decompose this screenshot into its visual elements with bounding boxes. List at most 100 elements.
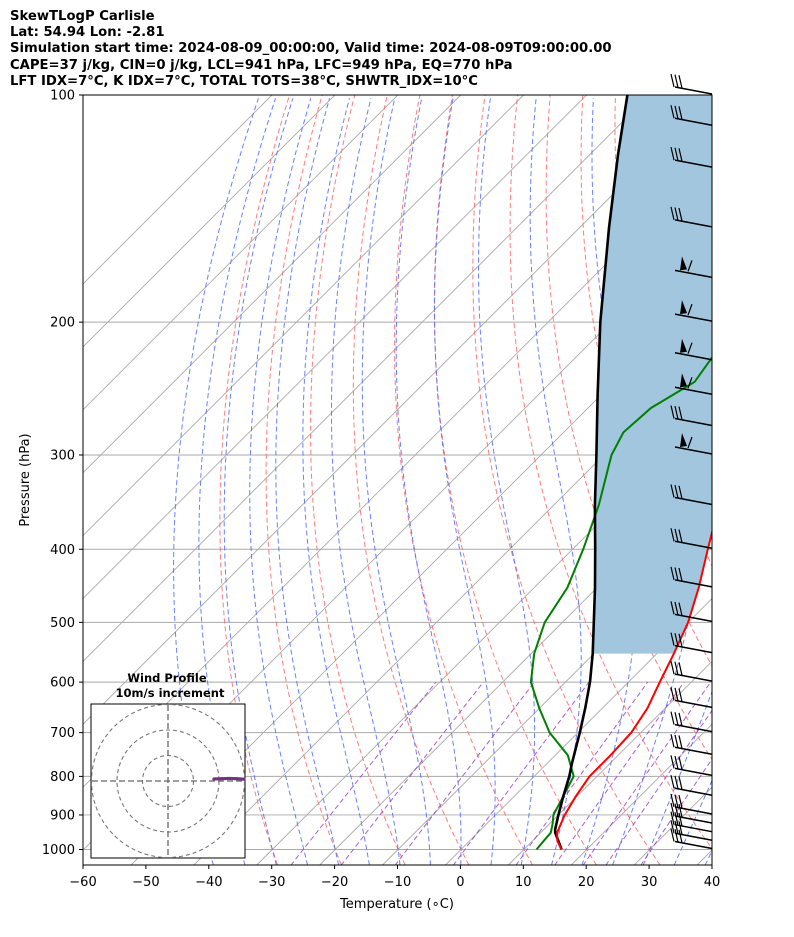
wind-barb-staff	[674, 417, 713, 427]
wind-barb-feather	[674, 633, 679, 647]
mixing-ratio-line	[515, 681, 649, 865]
hodograph-ring	[90, 703, 246, 859]
x-tick-label: −20	[321, 875, 348, 890]
wind-barb-feather	[678, 756, 683, 770]
mixing-ratio-line	[605, 709, 712, 865]
moist-adiabat	[223, 98, 294, 865]
wind-barb-staff	[674, 219, 713, 228]
hodograph-inset: Wind Profile 10m/s increment	[90, 671, 246, 859]
wind-barb-feather	[670, 734, 675, 748]
wind-barb-flag	[680, 432, 687, 447]
hodograph-trace	[235, 777, 246, 781]
index-text: LFT IDX=7°C, K IDX=7°C, TOTAL TOTS=38°C,…	[10, 73, 478, 89]
wind-barb-flag	[680, 300, 687, 315]
location-text: Lat: 54.94 Lon: -2.81	[10, 25, 165, 41]
dry-adiabat	[746, 95, 794, 865]
wind-barb	[670, 660, 713, 682]
wind-barb-flag	[680, 338, 687, 353]
wind-barb-feather	[670, 73, 675, 88]
wind-barb-staff	[674, 159, 713, 168]
wind-barb-staff	[674, 386, 713, 395]
dry-adiabat	[545, 95, 712, 761]
wind-barb-feather	[678, 829, 683, 843]
wind-barb-feather	[674, 601, 679, 616]
dry-adiabat	[352, 95, 470, 865]
wind-barb	[670, 146, 713, 168]
wind-barb-feather	[670, 775, 675, 789]
wind-barb-feather	[678, 821, 683, 835]
isotherm-line	[83, 95, 712, 725]
wind-barb-flag	[680, 373, 687, 388]
wind-barb-feather	[670, 793, 675, 808]
wind-barb-feather	[674, 147, 679, 161]
wind-barb-staff	[674, 767, 713, 777]
wind-barb-feather	[670, 828, 675, 842]
isotherm-line	[570, 723, 712, 865]
mixing-ratio-line	[452, 681, 590, 865]
dewpoint-line	[529, 355, 712, 851]
wind-barb-feather	[670, 802, 675, 817]
wind-barb-feather	[678, 485, 683, 499]
x-tick-label: 30	[641, 875, 658, 890]
wind-barb-staff	[674, 673, 713, 682]
wind-barb-feather	[678, 406, 683, 420]
wind-barb-feather	[678, 804, 683, 818]
wind-barb	[670, 632, 713, 654]
y-tick-label: 800	[50, 770, 75, 785]
wind-barb-feather	[670, 105, 675, 119]
wind-barb	[670, 820, 713, 841]
x-tick-label: −30	[258, 875, 285, 890]
wind-barb-staff	[674, 540, 713, 549]
wind-barb-staff	[674, 496, 713, 506]
x-tick-label: −10	[384, 875, 411, 890]
wind-barb-feather	[678, 812, 683, 827]
wind-barb	[674, 256, 713, 279]
isotherm-line	[193, 346, 712, 865]
isotherm-line	[508, 660, 712, 865]
wind-barb	[670, 687, 713, 709]
wind-barb-feather	[674, 820, 679, 834]
wind-barb-feather	[674, 794, 679, 808]
wind-barb	[674, 338, 713, 361]
wind-barb-staff	[674, 446, 713, 455]
dry-adiabat	[509, 95, 712, 850]
wind-barb-feather	[687, 377, 693, 389]
isotherm-line	[130, 283, 712, 865]
wind-barb-feather	[670, 820, 675, 834]
wind-barb-feather	[674, 567, 679, 581]
hodograph-plot	[90, 703, 246, 859]
wind-barb-feather	[687, 303, 693, 316]
wind-barb-staff	[674, 117, 713, 126]
wind-barb	[670, 484, 713, 506]
moist-adiabat	[331, 98, 401, 865]
dry-adiabat	[778, 95, 794, 865]
moist-adiabat	[198, 98, 276, 865]
wind-barb-feather	[678, 776, 683, 790]
wind-barb-staff	[674, 787, 713, 796]
isotherm-line	[83, 95, 650, 663]
y-tick-label: 700	[50, 726, 75, 741]
isotherm-line	[760, 95, 794, 865]
wind-barb	[670, 405, 713, 427]
isotherm-line	[382, 534, 712, 865]
x-axis-label: Temperature (∘C)	[339, 897, 454, 912]
y-tick-label: 1000	[42, 843, 75, 858]
moist-adiabat	[249, 98, 312, 865]
wind-barb-feather	[678, 106, 683, 120]
wind-barb-feather	[674, 105, 679, 119]
wind-barb-staff	[674, 644, 713, 654]
wind-barb-feather	[678, 633, 683, 647]
wind-barb-feather	[674, 734, 679, 748]
wind-barb-feather	[670, 755, 675, 769]
wind-barb-feather	[678, 795, 683, 809]
mixing-ratio-line	[582, 681, 712, 865]
wind-barb-staff	[674, 313, 713, 322]
wind-barb-feather	[670, 528, 675, 542]
wind-barb	[674, 373, 713, 395]
x-tick-label: 20	[578, 875, 595, 890]
x-tick-label: 40	[704, 875, 721, 890]
isotherm-line	[83, 95, 399, 411]
y-axis-label: Pressure (hPa)	[18, 433, 33, 526]
wind-barb-feather	[670, 146, 675, 161]
wind-barb-feather	[674, 661, 679, 675]
